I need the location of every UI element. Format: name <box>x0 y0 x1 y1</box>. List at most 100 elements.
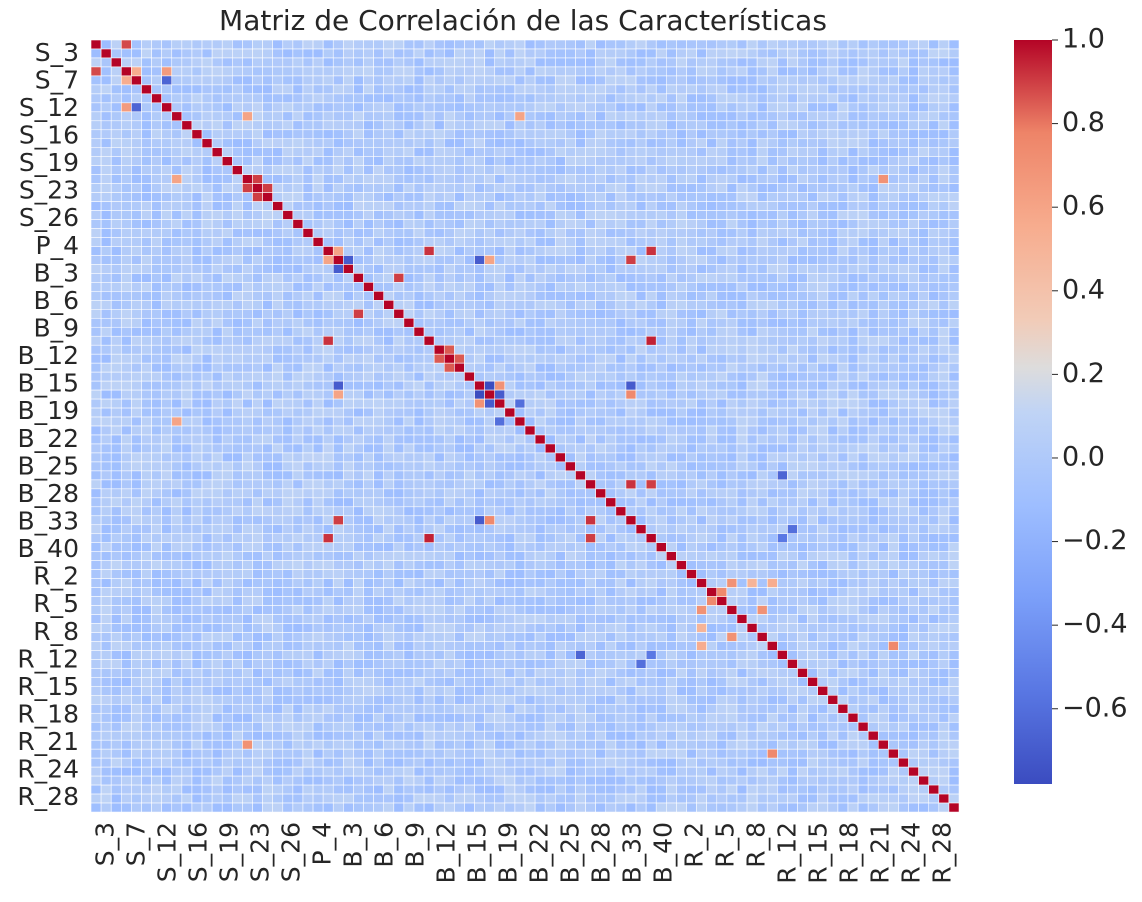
heatmap-cell <box>898 210 909 220</box>
heatmap-cell <box>282 326 294 337</box>
heatmap-cell <box>696 147 708 158</box>
heatmap-cell <box>837 192 849 202</box>
heatmap-cell <box>928 111 940 122</box>
heatmap-cell <box>373 111 385 122</box>
heatmap-cell <box>221 183 233 193</box>
heatmap-cell <box>948 317 960 328</box>
heatmap-cell <box>918 300 930 310</box>
heatmap-cell <box>383 470 395 481</box>
heatmap-cell <box>736 192 748 202</box>
heatmap-cell <box>554 470 566 481</box>
heatmap-cell <box>383 282 395 292</box>
heatmap-cell <box>645 57 657 68</box>
heatmap-cell <box>141 165 152 175</box>
heatmap-cell <box>908 192 919 202</box>
heatmap-cell <box>807 515 819 526</box>
heatmap-cell <box>595 264 607 274</box>
heatmap-cell <box>343 479 354 490</box>
heatmap-cell <box>756 326 768 337</box>
heatmap-cell <box>504 434 516 445</box>
heatmap-cell <box>665 362 677 373</box>
heatmap-cell <box>433 524 445 535</box>
heatmap-cell <box>262 407 274 418</box>
heatmap-cell <box>827 524 839 535</box>
heatmap-cell <box>211 416 223 427</box>
heatmap-cell <box>766 192 778 202</box>
heatmap-cell <box>908 228 919 238</box>
heatmap-cell <box>413 542 425 553</box>
heatmap-cell <box>716 93 728 104</box>
heatmap-cell <box>343 237 354 247</box>
heatmap-cell <box>464 416 475 427</box>
heatmap-cell <box>343 147 354 158</box>
heatmap-cell <box>817 542 829 553</box>
heatmap-cell <box>827 407 839 418</box>
heatmap-cell <box>131 246 142 256</box>
heatmap-cell <box>807 228 819 238</box>
heatmap-cell <box>645 147 657 158</box>
heatmap-cell <box>938 237 950 247</box>
heatmap-cell <box>242 57 253 68</box>
heatmap-cell <box>635 470 647 481</box>
heatmap-cell <box>726 488 738 499</box>
heatmap-cell <box>131 183 142 193</box>
heatmap-cell <box>252 84 263 95</box>
heatmap-cell <box>938 39 950 50</box>
heatmap-cell <box>867 362 879 373</box>
heatmap-cell <box>131 542 142 553</box>
heatmap-cell <box>413 317 425 328</box>
heatmap-cell <box>867 129 879 140</box>
heatmap-cell <box>726 533 738 544</box>
heatmap-cell <box>232 273 243 283</box>
heatmap-cell <box>302 542 314 553</box>
heatmap-cell <box>332 461 344 472</box>
heatmap-cell <box>393 192 405 202</box>
heatmap-cell <box>645 524 657 535</box>
heatmap-cell <box>373 533 385 544</box>
heatmap-cell <box>655 551 667 561</box>
heatmap-cell <box>454 497 465 508</box>
heatmap-cell <box>312 362 324 373</box>
heatmap-cell <box>615 156 627 167</box>
heatmap-cell <box>625 75 637 86</box>
heatmap-cell <box>262 291 274 301</box>
heatmap-cell <box>827 129 839 140</box>
heatmap-cell <box>665 84 677 95</box>
heatmap-cell <box>625 497 637 508</box>
heatmap-cell <box>322 551 334 561</box>
heatmap-cell <box>282 533 294 544</box>
heatmap-cell <box>736 57 748 68</box>
heatmap-cell <box>665 102 677 113</box>
heatmap-cell <box>110 57 122 68</box>
heatmap-cell <box>898 192 909 202</box>
heatmap-cell <box>191 380 203 391</box>
heatmap-cell <box>474 317 485 328</box>
heatmap-cell <box>756 165 768 175</box>
heatmap-cell <box>807 371 819 382</box>
heatmap-cell <box>443 138 455 149</box>
heatmap-cell <box>857 407 869 418</box>
heatmap-cell <box>161 183 173 193</box>
heatmap-cell <box>554 452 566 463</box>
heatmap-cell <box>615 452 627 463</box>
heatmap-cell <box>403 407 415 418</box>
heatmap-cell <box>565 380 576 391</box>
heatmap-cell <box>221 461 233 472</box>
heatmap-cell <box>595 66 607 77</box>
heatmap-cell <box>908 183 919 193</box>
heatmap-cell <box>383 66 395 77</box>
heatmap-cell <box>797 273 808 283</box>
heatmap-cell <box>373 551 385 561</box>
heatmap-cell <box>817 515 829 526</box>
heatmap-cell <box>474 506 485 517</box>
heatmap-cell <box>898 515 909 526</box>
heatmap-cell <box>322 524 334 535</box>
heatmap-cell <box>787 452 798 463</box>
heatmap-cell <box>282 353 294 364</box>
heatmap-cell <box>474 273 485 283</box>
heatmap-cell <box>797 497 808 508</box>
heatmap-cell <box>484 353 496 364</box>
heatmap-cell <box>373 362 385 373</box>
heatmap-cell <box>242 138 253 149</box>
heatmap-cell <box>474 282 485 292</box>
